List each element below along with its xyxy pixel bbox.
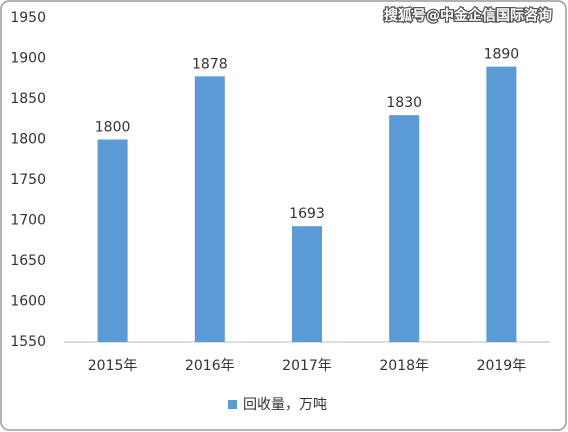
data-label: 1878 [192,56,228,72]
x-tick-label: 2016年 [185,358,235,374]
x-tick-label: 2017年 [282,358,332,374]
x-tick-label: 2018年 [379,358,429,374]
y-tick-label: 1850 [10,91,46,107]
legend-label: 回收量，万吨 [243,397,327,413]
data-label: 1693 [289,206,325,222]
data-label: 1890 [484,47,520,63]
bar [194,76,225,342]
data-label: 1830 [386,95,422,111]
legend-swatch [228,400,237,409]
y-tick-label: 1750 [10,172,46,188]
bar [486,66,517,342]
x-tick-label: 2019年 [477,358,527,374]
y-tick-label: 1600 [10,294,46,310]
bar [292,226,322,342]
data-label: 1800 [95,120,131,136]
y-tick-label: 1950 [10,10,46,26]
x-tick-label: 2015年 [88,358,138,374]
y-tick-label: 1800 [10,132,46,148]
y-tick-label: 1550 [10,334,46,350]
bar [97,139,128,342]
y-tick-label: 1700 [10,213,46,229]
bar [389,115,420,342]
y-tick-label: 1900 [10,51,46,67]
watermark: 搜狐号@中金企信国际咨询 [384,7,552,24]
y-tick-label: 1650 [10,253,46,269]
